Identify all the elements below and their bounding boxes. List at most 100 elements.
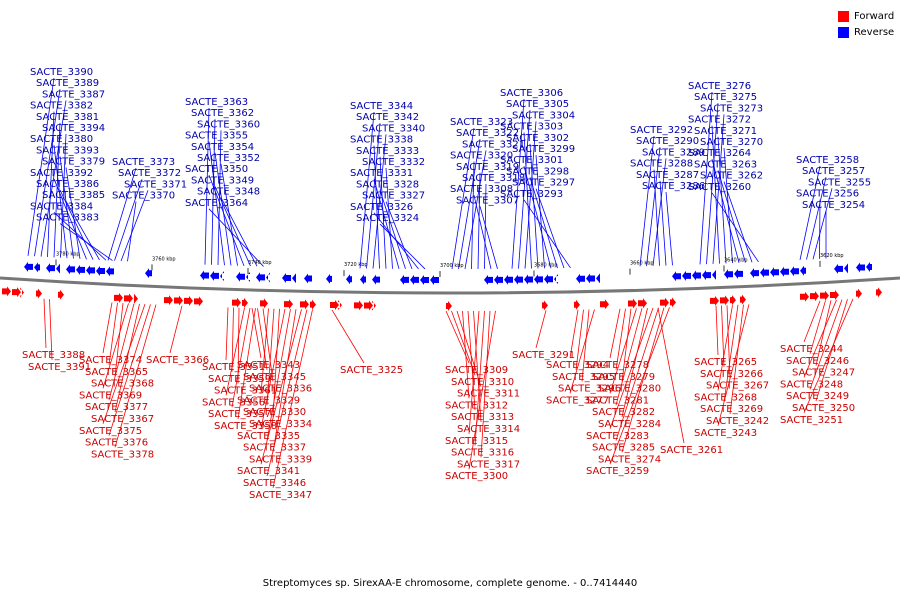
reverse-gene-label[interactable]: SACTE_3324 xyxy=(356,213,419,224)
reverse-gene-arrow[interactable] xyxy=(430,274,439,285)
reverse-gene-label[interactable]: SACTE_3328 xyxy=(356,179,419,190)
forward-gene-label[interactable]: SACTE_3285 xyxy=(592,443,655,454)
reverse-gene-arrow[interactable] xyxy=(106,266,114,277)
forward-gene-label[interactable]: SACTE_3335 xyxy=(237,431,300,442)
reverse-gene-arrow[interactable] xyxy=(304,273,312,284)
reverse-gene-label[interactable]: SACTE_3390 xyxy=(30,67,93,78)
reverse-gene-label[interactable]: SACTE_3293 xyxy=(500,189,563,200)
reverse-gene-label[interactable]: SACTE_3350 xyxy=(185,164,248,175)
reverse-gene-label[interactable]: SACTE_3389 xyxy=(36,78,99,89)
reverse-gene-arrow[interactable] xyxy=(790,266,799,277)
reverse-gene-arrow[interactable] xyxy=(346,274,352,285)
reverse-gene-label[interactable]: SACTE_3254 xyxy=(802,200,865,211)
forward-gene-label[interactable]: SACTE_3329 xyxy=(237,395,300,406)
forward-gene-label[interactable]: SACTE_3249 xyxy=(786,391,849,402)
forward-gene-label[interactable]: SACTE_3279 xyxy=(592,372,655,383)
reverse-gene-arrow[interactable] xyxy=(256,272,265,283)
forward-gene-label[interactable]: SACTE_3295 xyxy=(552,372,615,383)
reverse-gene-label[interactable]: SACTE_3393 xyxy=(36,145,99,156)
reverse-gene-arrow[interactable] xyxy=(770,267,779,278)
reverse-gene-arrow[interactable] xyxy=(200,270,209,281)
reverse-gene-label[interactable]: SACTE_3263 xyxy=(694,159,757,170)
forward-gene-arrow[interactable] xyxy=(638,298,647,309)
reverse-gene-label[interactable]: SACTE_3332 xyxy=(362,157,425,168)
forward-gene-arrow[interactable] xyxy=(114,292,123,303)
reverse-gene-arrow[interactable] xyxy=(702,270,711,281)
forward-gene-label[interactable]: SACTE_3259 xyxy=(586,466,649,477)
reverse-gene-label[interactable]: SACTE_3307 xyxy=(456,195,519,206)
forward-gene-label[interactable]: SACTE_3369 xyxy=(79,390,142,401)
forward-gene-label[interactable]: SACTE_3284 xyxy=(598,419,661,430)
forward-gene-arrow[interactable] xyxy=(242,297,248,308)
reverse-gene-label[interactable]: SACTE_3257 xyxy=(802,166,865,177)
forward-gene-label[interactable]: SACTE_3347 xyxy=(249,490,312,501)
forward-gene-label[interactable]: SACTE_3316 xyxy=(451,448,514,459)
reverse-gene-arrow[interactable] xyxy=(534,274,543,285)
forward-gene-arrow[interactable] xyxy=(830,290,839,301)
reverse-gene-arrow[interactable] xyxy=(682,270,691,281)
forward-gene-arrow[interactable] xyxy=(710,295,719,306)
reverse-gene-label[interactable]: SACTE_3322 xyxy=(456,128,519,139)
forward-gene-arrow[interactable] xyxy=(364,300,373,311)
forward-gene-arrow[interactable] xyxy=(600,299,609,310)
reverse-gene-arrow[interactable] xyxy=(246,271,250,282)
reverse-gene-arrow[interactable] xyxy=(282,273,291,284)
reverse-gene-label[interactable]: SACTE_3262 xyxy=(700,171,763,182)
reverse-gene-arrow[interactable] xyxy=(524,274,533,285)
reverse-gene-label[interactable]: SACTE_3354 xyxy=(191,142,254,153)
forward-gene-label[interactable]: SACTE_3330 xyxy=(243,407,306,418)
reverse-gene-label[interactable]: SACTE_3290 xyxy=(636,136,699,147)
forward-gene-label[interactable]: SACTE_3294 xyxy=(546,360,609,371)
reverse-gene-label[interactable]: SACTE_3370 xyxy=(112,191,175,202)
reverse-gene-label[interactable]: SACTE_3287 xyxy=(636,170,699,181)
forward-gene-label[interactable]: SACTE_3343 xyxy=(237,360,300,371)
reverse-gene-arrow[interactable] xyxy=(692,270,701,281)
forward-gene-arrow[interactable] xyxy=(660,297,669,308)
forward-gene-label[interactable]: SACTE_3375 xyxy=(79,426,142,437)
forward-gene-arrow[interactable] xyxy=(134,293,138,304)
forward-gene-arrow[interactable] xyxy=(310,299,316,310)
reverse-gene-arrow[interactable] xyxy=(145,268,152,279)
reverse-gene-label[interactable]: SACTE_3382 xyxy=(30,101,93,112)
forward-gene-label[interactable]: SACTE_3248 xyxy=(780,379,843,390)
forward-gene-arrow[interactable] xyxy=(284,299,293,310)
reverse-gene-arrow[interactable] xyxy=(866,261,872,272)
forward-gene-arrow[interactable] xyxy=(260,298,268,309)
forward-gene-label[interactable]: SACTE_3313 xyxy=(451,412,514,423)
reverse-gene-label[interactable]: SACTE_3362 xyxy=(191,108,254,119)
reverse-gene-arrow[interactable] xyxy=(586,273,595,284)
reverse-gene-label[interactable]: SACTE_3319 xyxy=(456,162,519,173)
reverse-gene-label[interactable]: SACTE_3381 xyxy=(36,112,99,123)
reverse-gene-label[interactable]: SACTE_3371 xyxy=(124,179,187,190)
forward-gene-label[interactable]: SACTE_3357 xyxy=(208,409,271,420)
reverse-gene-label[interactable]: SACTE_3286 xyxy=(642,181,705,192)
forward-gene-label[interactable]: SACTE_3246 xyxy=(786,356,849,367)
forward-gene-label[interactable]: SACTE_3374 xyxy=(79,355,142,366)
reverse-gene-arrow[interactable] xyxy=(220,271,224,282)
reverse-gene-label[interactable]: SACTE_3288 xyxy=(630,159,693,170)
reverse-gene-label[interactable]: SACTE_3327 xyxy=(362,191,425,202)
reverse-gene-arrow[interactable] xyxy=(56,263,60,274)
reverse-gene-arrow[interactable] xyxy=(734,268,743,279)
forward-gene-arrow[interactable] xyxy=(124,293,133,304)
forward-gene-arrow[interactable] xyxy=(20,287,24,298)
reverse-gene-arrow[interactable] xyxy=(856,262,865,273)
reverse-gene-arrow[interactable] xyxy=(504,274,513,285)
reverse-gene-label[interactable]: SACTE_3276 xyxy=(688,81,751,92)
forward-gene-arrow[interactable] xyxy=(800,291,809,302)
reverse-gene-label[interactable]: SACTE_3298 xyxy=(506,166,569,177)
reverse-gene-arrow[interactable] xyxy=(292,273,296,284)
forward-gene-label[interactable]: SACTE_3280 xyxy=(598,384,661,395)
reverse-gene-label[interactable]: SACTE_3272 xyxy=(688,115,751,126)
forward-gene-arrow[interactable] xyxy=(184,295,193,306)
reverse-gene-label[interactable]: SACTE_3301 xyxy=(500,155,563,166)
forward-gene-arrow[interactable] xyxy=(330,300,339,311)
forward-gene-arrow[interactable] xyxy=(300,299,309,310)
reverse-gene-arrow[interactable] xyxy=(672,271,681,282)
reverse-gene-label[interactable]: SACTE_3273 xyxy=(700,103,763,114)
forward-gene-arrow[interactable] xyxy=(58,289,64,300)
forward-gene-arrow[interactable] xyxy=(720,295,729,306)
forward-gene-label[interactable]: SACTE_3358 xyxy=(214,421,277,432)
reverse-gene-label[interactable]: SACTE_3318 xyxy=(462,173,525,184)
forward-gene-label[interactable]: SACTE_3366 xyxy=(146,355,209,366)
